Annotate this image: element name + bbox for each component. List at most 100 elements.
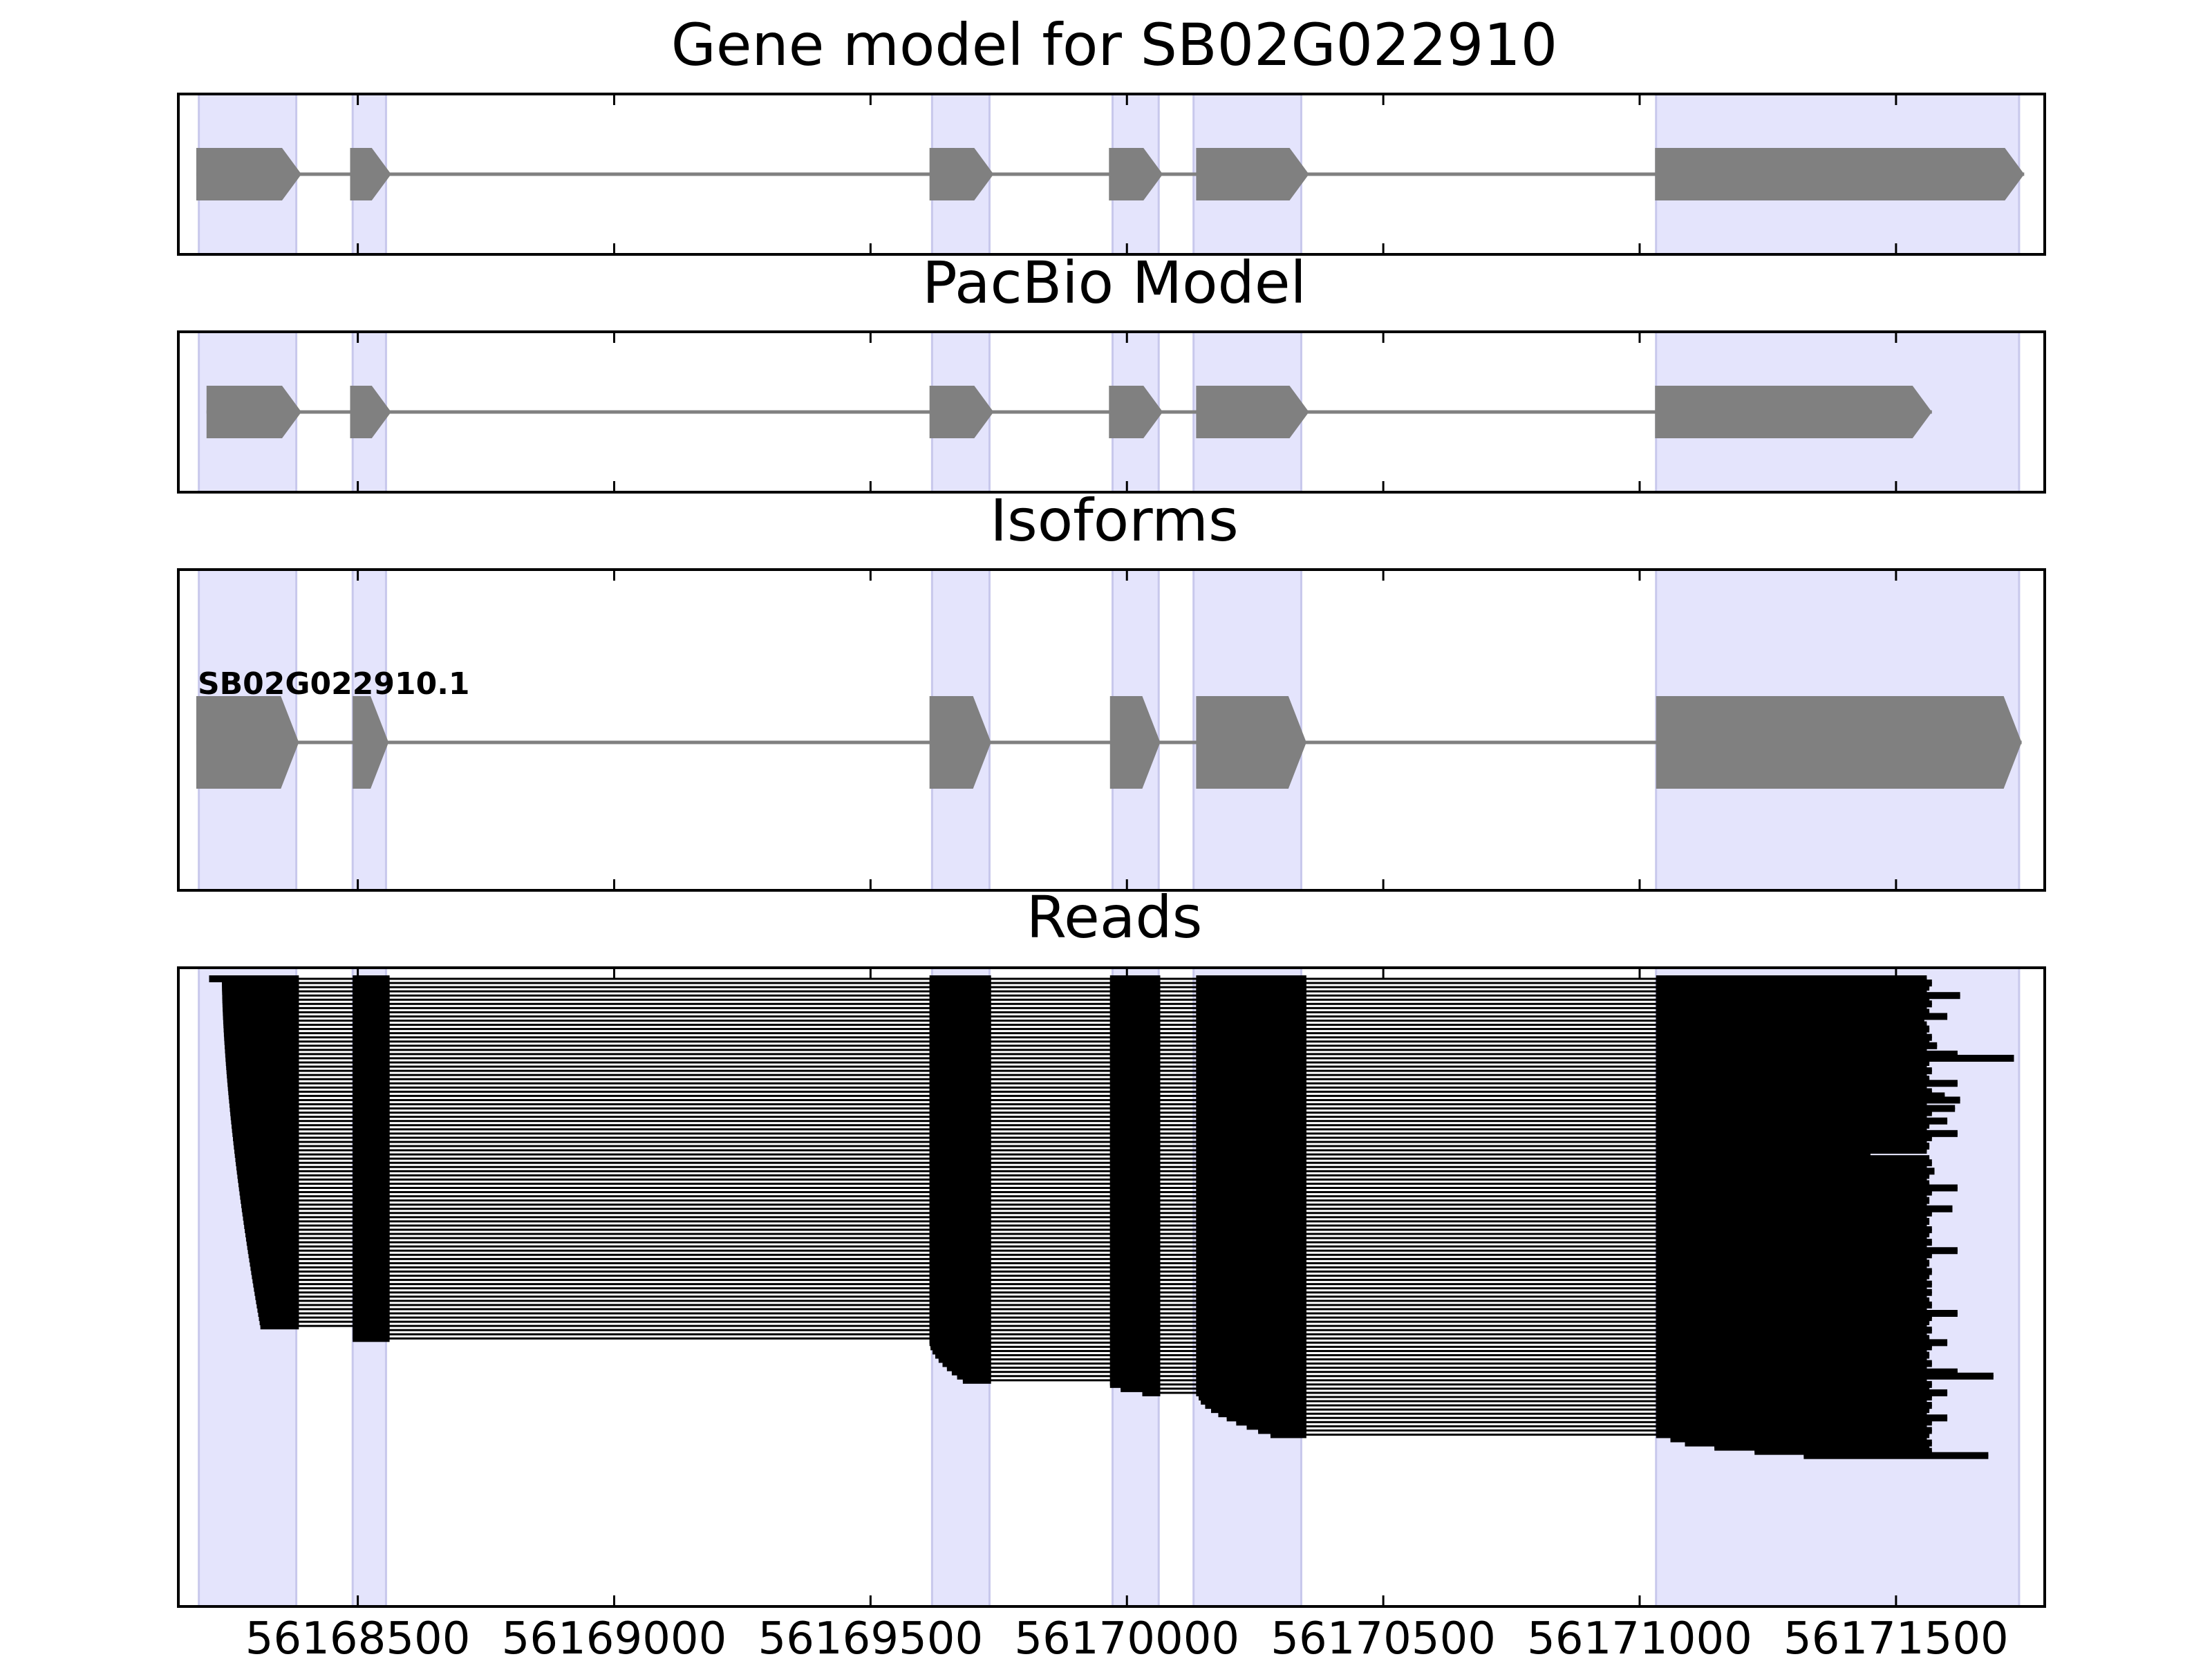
read-37 <box>232 1125 1927 1133</box>
panel-frame <box>177 330 2046 494</box>
read-intron-line <box>1121 1387 1930 1390</box>
read-block <box>353 984 390 991</box>
read-intron-line <box>225 1053 1958 1056</box>
read-block <box>353 1076 390 1083</box>
read-intron-line <box>246 1241 1932 1244</box>
read-block <box>1656 1239 1932 1246</box>
read-22 <box>226 1063 1927 1071</box>
read-67 <box>248 1251 1932 1259</box>
read-block <box>353 1071 390 1079</box>
gene-model-exon-3 <box>929 148 994 200</box>
read-100 <box>1142 1389 1948 1396</box>
read-block <box>1109 1226 1161 1233</box>
read-block <box>929 1121 991 1129</box>
read-91 <box>935 1351 1930 1359</box>
read-block <box>232 1125 299 1133</box>
read-block <box>1656 1138 1927 1145</box>
read-block <box>929 1201 991 1208</box>
read-block <box>1226 1414 1306 1422</box>
read-block <box>249 1255 299 1263</box>
read-block <box>929 1297 991 1304</box>
read-block <box>1656 1247 1958 1255</box>
read-block <box>1109 1293 1161 1300</box>
read-intron-line <box>224 1036 1932 1039</box>
read-intron-line <box>224 1040 1930 1043</box>
x-tick-label-6: 56171000 <box>1527 1613 1752 1659</box>
read-intron-line <box>245 1237 1927 1239</box>
read-block <box>223 1021 299 1029</box>
read-block <box>1109 1130 1161 1137</box>
read-block <box>1656 1192 1927 1200</box>
read-intron-line <box>929 1341 1948 1344</box>
read-45 <box>236 1159 1932 1167</box>
read-block <box>353 1213 390 1221</box>
read-block <box>1656 1343 1932 1351</box>
read-block <box>1109 1380 1161 1388</box>
read-block <box>1656 1423 1927 1430</box>
read-115 <box>1803 1452 1989 1459</box>
read-block <box>353 992 390 1000</box>
read-block <box>1656 1188 1932 1196</box>
read-block <box>1196 1213 1306 1221</box>
read-84 <box>260 1322 1927 1330</box>
panel-frame <box>177 93 2046 256</box>
read-block <box>929 1159 991 1167</box>
read-block <box>257 1305 299 1313</box>
read-block <box>1656 1331 1927 1338</box>
read-block <box>1196 1230 1306 1238</box>
read-block <box>1196 1201 1306 1208</box>
read-block <box>1196 1176 1306 1183</box>
read-block <box>929 1264 991 1271</box>
read-block <box>1196 1372 1306 1380</box>
read-block <box>226 1063 299 1071</box>
read-intron-line <box>942 1362 1932 1365</box>
read-intron-line <box>229 1107 1956 1110</box>
read-intron-line <box>244 1224 1927 1227</box>
read-block <box>1656 1046 1927 1053</box>
read-block <box>1196 1268 1306 1275</box>
read-block <box>929 1310 991 1317</box>
read-block <box>1656 1021 1927 1029</box>
read-block <box>230 1109 299 1116</box>
read-block <box>1196 1067 1306 1075</box>
read-block <box>1656 1130 1958 1137</box>
read-block <box>353 980 390 987</box>
read-block <box>246 1239 299 1246</box>
read-intron-line <box>935 1354 1930 1356</box>
read-block <box>1109 1339 1161 1347</box>
pacbio-model-exon-3 <box>929 386 994 438</box>
read-block <box>1109 1197 1161 1204</box>
read-112 <box>1685 1439 1932 1447</box>
read-block <box>929 1305 991 1313</box>
reads-panel-title: Reads <box>1027 883 1203 951</box>
read-block <box>1109 1364 1161 1371</box>
read-64 <box>246 1239 1932 1246</box>
read-block <box>241 1205 299 1212</box>
read-intron-line <box>1270 1433 1930 1436</box>
read-block <box>929 1080 991 1087</box>
read-block <box>228 1088 299 1096</box>
read-block <box>353 1188 390 1196</box>
read-block <box>1109 1063 1161 1071</box>
read-block <box>1142 1389 1161 1396</box>
read-block <box>929 1059 991 1066</box>
read-intron-line <box>233 1141 1927 1143</box>
read-block <box>1109 1113 1161 1121</box>
read-intron-line <box>256 1304 1932 1306</box>
read-block <box>251 1268 299 1275</box>
read-block <box>1196 1197 1306 1204</box>
read-block <box>929 1017 991 1024</box>
read-80 <box>257 1305 1927 1313</box>
read-block <box>353 1025 390 1033</box>
read-block <box>1196 1105 1306 1112</box>
read-intron-line <box>250 1262 1930 1264</box>
read-intron-line <box>229 1103 1927 1105</box>
read-intron-line <box>930 1345 1932 1348</box>
read-block <box>929 1076 991 1083</box>
read-intron-line <box>227 1086 1927 1089</box>
read-block <box>1656 1050 1958 1058</box>
read-block <box>929 992 991 1000</box>
read-block <box>1685 1439 1932 1447</box>
read-block <box>1656 1042 1938 1049</box>
read-block <box>1656 988 1927 995</box>
